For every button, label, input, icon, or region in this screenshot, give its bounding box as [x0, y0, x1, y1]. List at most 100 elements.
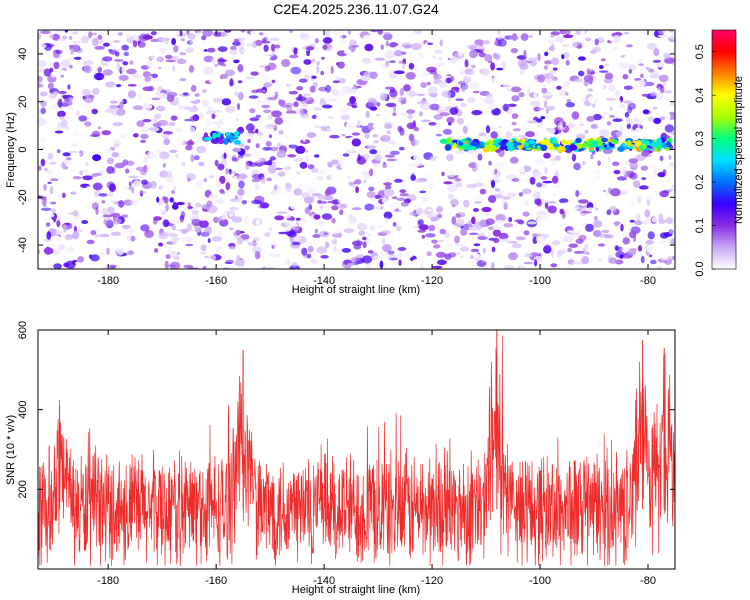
- heat-speckle: [260, 176, 266, 184]
- heat-speckle: [139, 190, 147, 194]
- heat-speckle: [332, 30, 342, 35]
- heat-speckle: [341, 133, 346, 137]
- heat-speckle: [129, 200, 139, 205]
- heat-speckle: [232, 41, 241, 46]
- heat-speckle: [602, 111, 610, 116]
- heat-speckle: [578, 121, 583, 125]
- heat-speckle: [158, 47, 169, 53]
- heat-speckle: [108, 49, 118, 55]
- heat-speckle: [180, 211, 185, 220]
- heat-speckle: [494, 161, 504, 169]
- heat-speckle: [441, 171, 445, 177]
- heat-speckle: [362, 241, 367, 249]
- heat-speckle: [321, 56, 325, 60]
- heat-speckle: [175, 97, 179, 106]
- heat-speckle: [581, 255, 590, 265]
- heat-speckle: [185, 243, 194, 247]
- heat-speckle: [363, 179, 367, 184]
- heat-speckle: [289, 201, 298, 210]
- heat-speckle: [94, 228, 101, 232]
- heat-speckle: [598, 258, 603, 262]
- heat-speckle: [572, 261, 582, 265]
- heat-speckle: [393, 104, 396, 113]
- heat-speckle: [605, 97, 616, 101]
- heat-speckle: [387, 250, 395, 255]
- heat-speckle: [123, 51, 129, 57]
- heat-speckle: [581, 210, 592, 214]
- heat-speckle: [319, 230, 330, 238]
- heat-speckle: [511, 33, 518, 42]
- heat-speckle: [189, 39, 193, 46]
- heat-speckle: [556, 85, 562, 90]
- heat-speckle: [554, 36, 566, 43]
- heat-speckle: [620, 216, 631, 223]
- heat-speckle: [644, 81, 655, 87]
- heat-speckle: [626, 123, 631, 130]
- heat-speckle: [213, 31, 222, 37]
- heat-speckle: [599, 70, 609, 73]
- heat-speckle: [194, 93, 200, 97]
- heat-speckle: [664, 124, 675, 133]
- heat-speckle: [63, 116, 74, 120]
- heat-speckle: [394, 178, 403, 183]
- heat-speckle: [83, 65, 92, 74]
- heat-speckle: [470, 70, 475, 75]
- heat-speckle: [494, 168, 498, 175]
- colorbar-tick-label: 0.3: [694, 131, 706, 146]
- heat-speckle: [72, 176, 82, 180]
- heat-speckle: [627, 102, 636, 110]
- heat-speckle: [550, 263, 558, 268]
- heat-speckle: [651, 217, 659, 223]
- heat-speckle: [385, 185, 392, 190]
- heat-speckle: [419, 190, 427, 194]
- heat-feature: [591, 140, 600, 147]
- heat-speckle: [474, 45, 486, 50]
- heat-speckle: [625, 200, 635, 208]
- heat-speckle: [409, 32, 416, 36]
- heat-speckle: [295, 217, 301, 221]
- heat-speckle: [541, 198, 546, 204]
- heat-speckle: [537, 53, 541, 62]
- heat-speckle: [386, 171, 395, 180]
- heat-speckle: [509, 156, 519, 164]
- heat-speckle: [398, 146, 405, 151]
- heat-speckle: [330, 66, 334, 74]
- heat-speckle: [656, 248, 665, 257]
- heat-speckle: [321, 104, 333, 109]
- heat-speckle: [460, 228, 468, 236]
- heat-speckle: [38, 32, 42, 40]
- heat-speckle: [70, 191, 77, 195]
- heat-speckle: [189, 115, 197, 122]
- heat-speckle: [129, 60, 134, 65]
- heat-speckle: [254, 123, 258, 131]
- heat-speckle: [253, 157, 263, 163]
- heat-speckle: [229, 78, 234, 87]
- heat-speckle: [553, 184, 562, 188]
- heat-speckle: [504, 239, 512, 244]
- heat-speckle: [122, 61, 129, 66]
- heat-speckle: [384, 50, 395, 59]
- heat-speckle: [121, 44, 129, 51]
- heat-speckle: [626, 33, 632, 41]
- heat-speckle: [530, 111, 536, 119]
- heat-speckle: [636, 213, 641, 222]
- heat-speckle: [256, 135, 262, 140]
- heat-speckle: [234, 91, 239, 97]
- heat-speckle: [449, 56, 458, 64]
- heat-speckle: [338, 203, 347, 209]
- heat-feature: [528, 139, 536, 145]
- heat-speckle: [214, 159, 219, 167]
- heat-speckle: [131, 186, 135, 194]
- heat-speckle: [518, 82, 522, 86]
- heat-speckle: [62, 35, 68, 40]
- heat-feature: [506, 141, 514, 148]
- x-tick-label: -80: [640, 575, 656, 587]
- heat-speckle: [206, 205, 218, 214]
- heat-speckle: [52, 256, 61, 260]
- heat-speckle: [537, 84, 548, 87]
- heat-speckle: [45, 222, 51, 227]
- heat-speckle: [185, 145, 193, 151]
- spectrogram-x-ticks: -180 -160 -140 -120 -100 -80: [97, 30, 656, 287]
- heat-speckle: [418, 224, 429, 231]
- heat-speckle: [92, 172, 103, 176]
